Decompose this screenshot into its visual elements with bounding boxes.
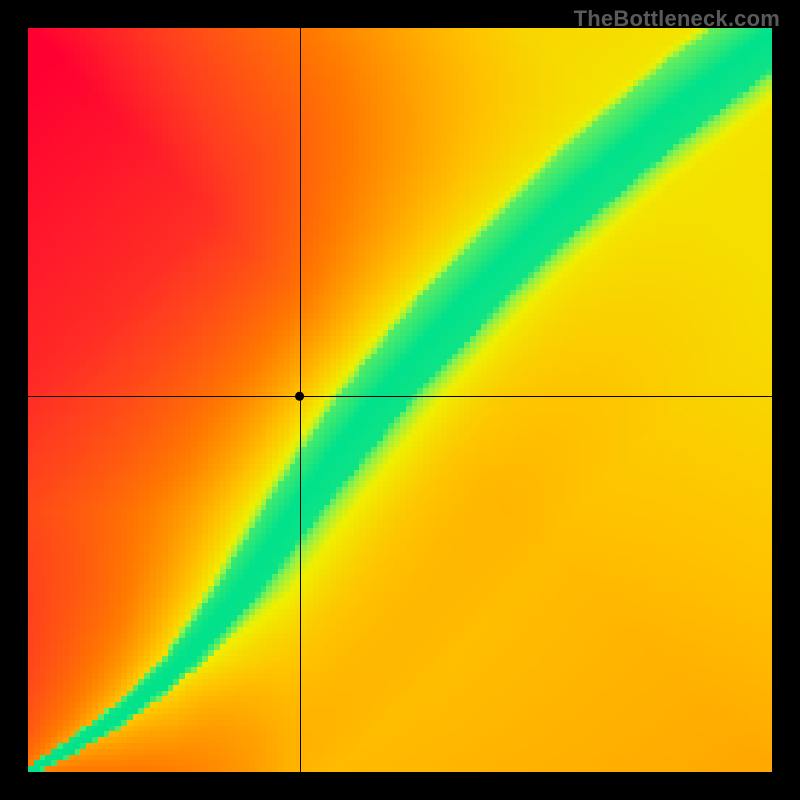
frame: TheBottleneck.com <box>0 0 800 800</box>
plot-area <box>28 28 772 772</box>
heatmap-canvas <box>28 28 772 772</box>
